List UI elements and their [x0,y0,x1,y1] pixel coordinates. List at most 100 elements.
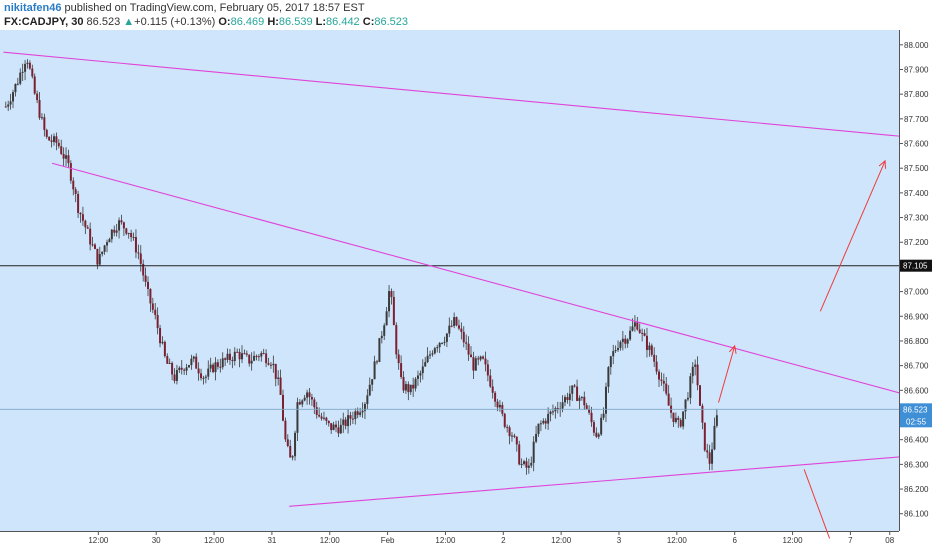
price-tick-label: 87.500 [904,164,929,173]
candle-body [404,384,407,391]
candle-body [455,317,458,326]
candle-body [665,383,668,394]
candle-body [277,377,280,379]
candle-body [520,463,523,465]
candle-body [573,385,576,387]
level-price-label: 87.105 [903,262,928,271]
candle-body [450,325,453,327]
levels-layer [0,265,899,410]
candle-body [77,193,80,213]
candle-body [320,416,323,419]
candle-body [498,404,501,408]
publish-text: published on TradingView.com, February 0… [64,2,365,14]
candle-body [363,404,366,411]
symbol-name[interactable]: FX:CADJPY, 30 [4,16,84,28]
arrow-line[interactable] [803,469,831,539]
candle-body [132,237,135,239]
candle-body [154,309,157,316]
candle-body [378,338,381,362]
candle-body [224,358,227,360]
up-arrow-icon: ▲ [123,16,135,28]
candle-body [115,230,118,233]
time-axis[interactable] [0,531,932,550]
time-tick-label: 6 [732,536,737,545]
candle-body [438,342,441,348]
candle-body [525,461,528,468]
arrow-line[interactable] [718,345,736,403]
trendline[interactable] [289,456,900,507]
candle-body [202,377,205,379]
candle-body [118,220,121,231]
candle-body [241,353,244,360]
candle-body [192,356,195,359]
candle-body [539,423,542,425]
candle-body [602,413,605,418]
candle-body [375,361,378,363]
last-price-label: 86.523 [903,405,928,414]
trendline[interactable] [51,162,900,394]
candle-body [397,354,400,364]
trendline[interactable] [3,51,900,137]
candle-body [48,136,51,141]
candle-body [373,361,376,380]
candle-body [178,367,181,370]
candle-body [607,367,610,387]
candle-body [315,407,318,415]
time-tick-label: 12:00 [667,536,688,545]
price-tick-label: 86.100 [904,510,929,519]
candle-body [45,129,48,137]
candle-body [281,394,284,421]
candle-body [518,444,521,465]
candle-body [289,445,292,458]
candle-body [26,62,29,64]
author-name[interactable]: nikitafen46 [4,2,62,14]
time-tick-label: 12:00 [320,536,341,545]
candle-body [216,362,219,367]
candle-body [544,420,547,424]
candle-body [436,347,439,349]
candle-body [52,136,55,142]
candle-body [81,214,84,221]
arrow-line[interactable] [819,160,886,312]
candle-body [426,355,429,363]
candle-body [332,424,335,431]
candle-body [380,335,383,339]
candle-body [342,419,345,425]
candle-body [629,330,632,340]
candle-body [433,348,436,354]
candle-body [7,104,10,107]
candle-body [682,411,685,427]
candle-body [187,365,190,368]
candle-body [636,322,639,330]
candle-body [407,384,410,393]
candle-body [151,303,154,310]
candle-body [257,356,260,358]
time-tick-label: 30 [152,536,161,545]
candle-body [694,364,697,367]
candle-body [537,423,540,434]
low-value: 86.442 [326,16,360,28]
candle-body [653,354,656,362]
candle-body [715,415,718,426]
candle-body [576,386,579,401]
candle-body [38,100,41,118]
plot-area[interactable] [0,30,899,531]
candle-body [472,357,475,371]
candle-body [98,254,101,265]
price-tick-label: 87.200 [904,238,929,247]
candle-body [612,351,615,357]
candle-body [392,296,395,326]
price-axis[interactable] [899,30,932,531]
time-tick-label: 12:00 [204,536,225,545]
candle-body [583,396,586,406]
candle-body [122,222,125,229]
candle-body [296,402,299,433]
candle-body [233,351,236,362]
drawings-layer[interactable] [3,51,900,539]
price-tick-label: 87.800 [904,90,929,99]
candle-body [679,420,682,427]
candle-body [609,356,612,368]
candle-body [214,362,217,373]
candle-body [532,441,535,463]
